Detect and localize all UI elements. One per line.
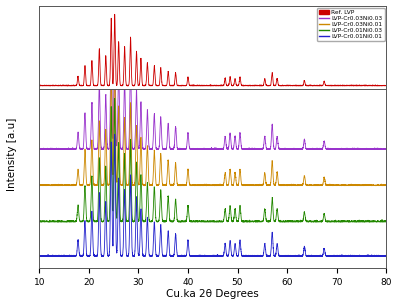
Text: Intensity [a.u]: Intensity [a.u] — [7, 117, 17, 191]
Legend: Ref. LVP, LVP-Cr0.03Ni0.03, LVP-Cr0.03Ni0.01, LVP-Cr0.01Ni0.03, LVP-Cr0.01Ni0.01: Ref. LVP, LVP-Cr0.03Ni0.03, LVP-Cr0.03Ni… — [317, 8, 385, 41]
X-axis label: Cu.ka 2θ Degrees: Cu.ka 2θ Degrees — [166, 290, 259, 299]
